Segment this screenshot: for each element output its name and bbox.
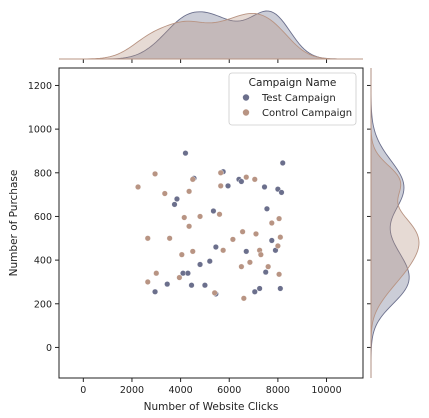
data-point [268,237,275,244]
legend-marker [242,94,250,101]
y-tick-label: 200 [34,299,52,310]
data-point [166,235,173,242]
data-point [268,219,275,226]
data-point [189,176,196,183]
data-point [261,183,268,190]
data-point [216,211,223,218]
x-axis-ticks: 0 2000 4000 6000 8000 10000 [80,378,342,396]
data-point [220,247,227,254]
data-point [206,258,213,265]
data-point [238,263,245,270]
data-point [144,278,151,285]
y-tick-label: 1000 [28,125,52,136]
data-point [256,285,263,292]
data-point [164,281,171,288]
data-point [217,169,224,176]
data-point [243,174,250,181]
data-point [181,214,188,221]
data-point [279,159,286,166]
data-point [188,282,195,289]
y-tick-label: 800 [34,168,52,179]
x-tick-label: 0 [80,385,86,396]
plot-frame [58,67,364,379]
data-point [182,150,189,157]
legend-frame [228,72,357,126]
data-point [277,285,284,292]
x-tick-label: 6000 [217,385,241,396]
data-point [277,234,284,241]
data-point [276,271,283,278]
y-axis-ticks: 0 200 400 600 800 1000 1200 [28,81,59,354]
data-point [246,259,253,266]
data-point [263,205,270,212]
legend-label: Control Campaign [262,108,352,119]
data-point [251,288,258,295]
data-point [171,201,178,208]
legend-title: Campaign Name [249,77,337,89]
data-point [257,251,264,258]
data-point [135,183,142,190]
top-marginal-kde [59,10,363,63]
y-tick-label: 0 [46,343,52,354]
data-point [278,189,285,196]
scatter-plot: 0 2000 4000 6000 8000 10000 0 200 400 600 800 1000… [28,67,364,396]
right-marginal-kde [367,68,420,378]
data-point [238,178,245,185]
data-point [243,248,250,255]
data-point [212,244,219,251]
data-point [265,263,272,270]
data-point [197,213,204,220]
legend-label: Test Campaign [261,93,336,104]
legend-items: Test Campaign Control Campaign [242,93,352,119]
y-axis-label: Number of Purchase [8,170,20,277]
data-point [176,274,183,281]
data-point [152,288,159,295]
data-point [186,188,193,195]
x-tick-label: 10000 [311,385,341,396]
data-point [210,207,217,214]
data-point [144,235,151,242]
right-kde-curve [370,68,420,378]
y-tick-label: 400 [34,256,52,267]
x-tick-label: 8000 [266,385,290,396]
y-tick-label: 1200 [28,81,52,92]
data-point [173,195,180,202]
data-point [189,248,196,255]
data-point [211,289,218,296]
data-point [178,251,185,258]
data-point [153,270,160,277]
data-point [197,261,204,268]
y-tick-label: 600 [34,212,52,223]
data-point [152,170,159,177]
data-point [240,295,247,302]
data-point [262,269,269,276]
data-point [252,230,259,237]
x-tick-label: 2000 [120,385,144,396]
right-kde-curve [370,68,410,378]
data-point [217,182,224,189]
data-point [274,242,281,249]
data-point [184,270,191,277]
data-point [276,215,283,222]
data-point [239,228,246,235]
data-point [225,182,232,189]
x-tick-label: 4000 [169,385,193,396]
data-point [251,176,258,183]
data-points [135,150,286,302]
legend-marker [242,109,250,116]
legend: Campaign Name Test Campaign Control Campa… [228,72,357,126]
top-kde-curve [59,12,363,60]
data-point [161,190,168,197]
data-point [229,236,236,243]
data-point [201,282,208,289]
x-axis-label: Number of Website Clicks [144,401,279,413]
data-point [186,223,193,230]
